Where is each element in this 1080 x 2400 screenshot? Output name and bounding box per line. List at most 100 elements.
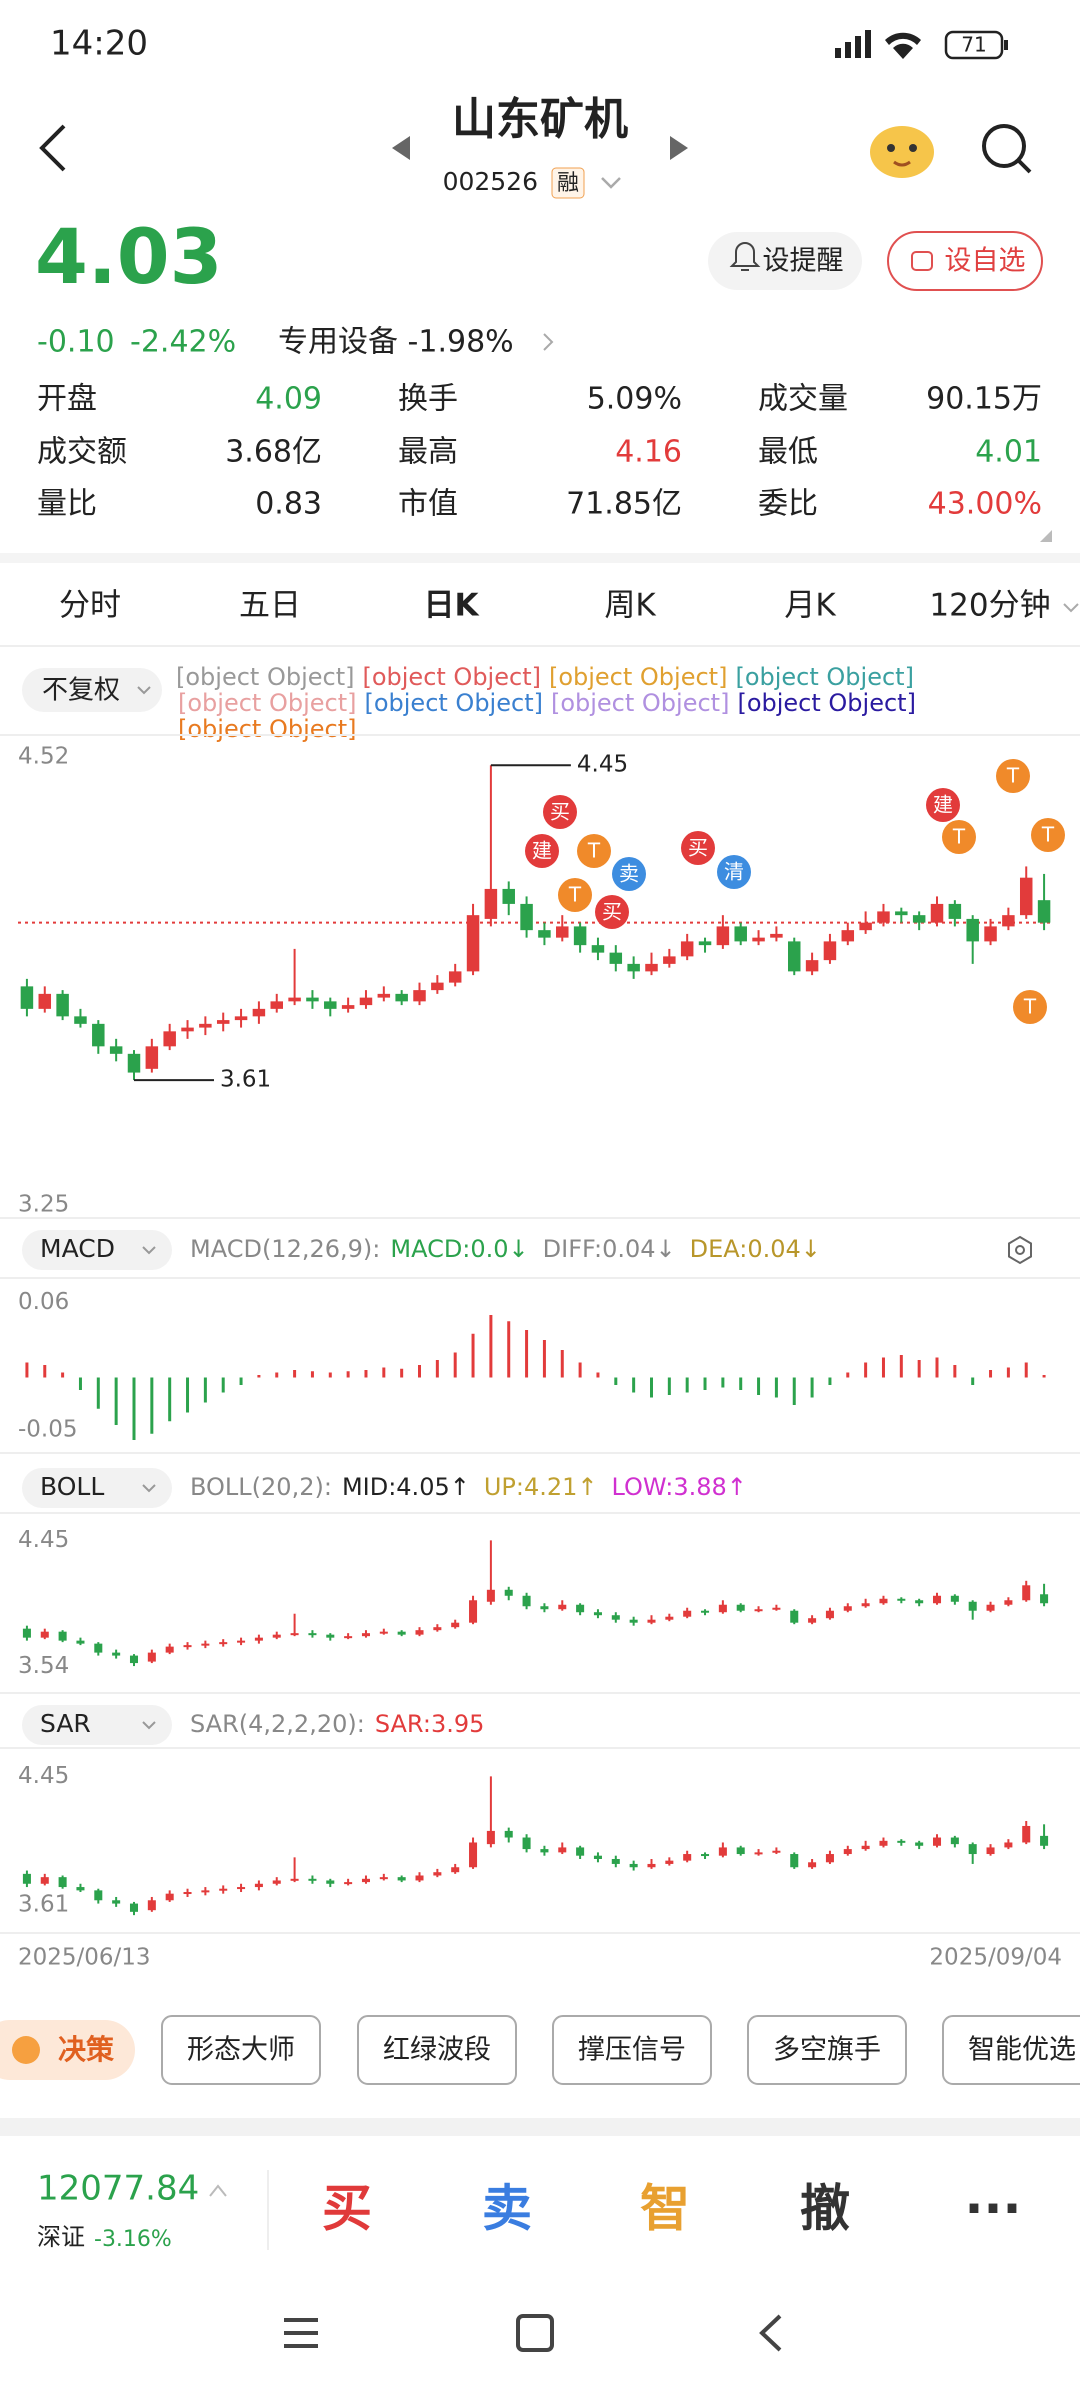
battery — [944, 30, 1004, 60]
candle-body — [451, 1622, 460, 1628]
candle-body — [877, 911, 890, 923]
candle-body — [718, 1847, 727, 1856]
prev-stock[interactable] — [392, 136, 410, 160]
candle-body — [109, 1046, 123, 1054]
stat-label: 量比 — [37, 487, 97, 522]
watchlist-button[interactable] — [887, 231, 1043, 291]
feature-button[interactable] — [357, 2015, 517, 2085]
candle-body — [823, 941, 837, 961]
signal-badge[interactable] — [717, 855, 751, 889]
trade-action[interactable]: 智 — [640, 2180, 690, 2238]
tab-more[interactable] — [1063, 603, 1079, 613]
indicator-button[interactable] — [22, 1230, 172, 1270]
back-button[interactable] — [39, 124, 66, 172]
candle-body — [986, 1604, 995, 1611]
period-tab[interactable]: 五日 — [239, 588, 301, 624]
bell-icon — [729, 242, 761, 271]
feature-label: 红绿波段 — [383, 2035, 491, 2066]
signal-label: 建 — [532, 839, 552, 863]
candle-body — [790, 1610, 799, 1623]
nav-home[interactable] — [516, 2314, 554, 2352]
period-tab[interactable]: 分时 — [59, 588, 121, 624]
candle-body — [629, 1863, 638, 1868]
candle-body — [504, 1830, 513, 1838]
signal-badge[interactable] — [681, 831, 715, 865]
candle-body — [538, 930, 551, 938]
indicator-button[interactable] — [22, 1468, 172, 1508]
candle-body — [1022, 1585, 1031, 1601]
adjust-arrow — [137, 686, 151, 695]
ma-label: [object Object] — [364, 689, 542, 717]
candle-body — [825, 1610, 834, 1619]
candle-body — [451, 1867, 460, 1873]
stat-label: 市值 — [398, 487, 458, 522]
nav-menu[interactable] — [284, 2318, 318, 2348]
signal-badge[interactable] — [1031, 818, 1065, 852]
candle-body — [770, 933, 783, 938]
period-tab[interactable]: 120分钟 — [929, 588, 1050, 624]
candle-body — [484, 888, 498, 919]
index-toggle[interactable] — [209, 2184, 227, 2197]
x-tick-label: 2025/09/04 — [929, 1945, 1062, 1971]
trade-action[interactable]: 撤 — [800, 2180, 850, 2238]
trade-action[interactable]: 卖 — [482, 2180, 532, 2238]
indicator-value: LOW:3.88↑ — [612, 1473, 747, 1501]
candle-body — [290, 1633, 299, 1636]
feature-button[interactable] — [747, 2015, 907, 2085]
candle-body — [701, 1610, 710, 1613]
next-stock[interactable] — [670, 136, 688, 160]
feature-buttons: 形态大师 红绿波段 撑压信号 多空旗手 智能优选 — [161, 2015, 1080, 2085]
candle-body — [986, 1847, 995, 1855]
indicator-button[interactable] — [22, 1705, 172, 1745]
candles — [20, 765, 1051, 1081]
signal-badge[interactable] — [1013, 990, 1047, 1024]
signal-badge[interactable] — [595, 895, 629, 929]
candle-body — [56, 993, 69, 1017]
y-tick-label: -0.05 — [18, 1417, 78, 1443]
nav-back[interactable] — [759, 2314, 782, 2352]
candle-body — [74, 1016, 87, 1024]
signal-badge[interactable] — [525, 834, 559, 868]
period-tab[interactable]: 周K — [604, 588, 656, 624]
sector[interactable]: 专用设备 -1.98% — [278, 325, 514, 360]
signal-badge[interactable] — [612, 857, 646, 891]
signal-badge[interactable] — [996, 759, 1030, 793]
period-tab[interactable]: 日K — [423, 588, 479, 624]
candle-body — [556, 926, 569, 938]
feature-button[interactable] — [161, 2015, 321, 2085]
feature-button[interactable] — [552, 2015, 712, 2085]
mascot[interactable] — [870, 126, 934, 178]
signal-badge[interactable] — [558, 878, 592, 912]
signal-label: 建 — [933, 793, 953, 817]
alert-button[interactable] — [708, 232, 862, 290]
signal-badge[interactable] — [942, 820, 976, 854]
candle-body — [573, 926, 587, 946]
signal-label: 买 — [550, 800, 570, 824]
candle-body — [40, 1877, 49, 1884]
candle-body — [736, 1847, 745, 1855]
candle-body — [290, 1878, 299, 1881]
signal-badge[interactable] — [577, 834, 611, 868]
candle-body — [219, 1642, 228, 1645]
candle-body — [841, 930, 855, 942]
signal-badge[interactable] — [543, 795, 577, 829]
indicator-name: BOLL — [40, 1472, 104, 1501]
adjust-button[interactable] — [22, 668, 162, 712]
sector-arrow — [543, 333, 554, 351]
code-dropdown[interactable] — [601, 177, 621, 189]
signal-badge[interactable] — [926, 788, 960, 822]
trade-actions: 买 卖 智 撤 ··· — [322, 2180, 1021, 2238]
period-tab[interactable]: 月K — [784, 588, 836, 624]
trade-action[interactable]: ··· — [965, 2180, 1022, 2238]
candle-body — [344, 1882, 353, 1885]
settings-icon[interactable] — [1008, 1235, 1032, 1265]
candle-body — [665, 1616, 674, 1620]
trade-action[interactable]: 买 — [322, 2180, 372, 2238]
feature-button[interactable] — [942, 2015, 1080, 2085]
candle-body — [397, 1877, 406, 1881]
search-button[interactable] — [982, 124, 1032, 174]
expand-corner[interactable] — [1040, 530, 1052, 542]
decision-pill[interactable] — [0, 2020, 135, 2080]
candle-body — [843, 1606, 852, 1611]
candle-body — [788, 941, 801, 972]
